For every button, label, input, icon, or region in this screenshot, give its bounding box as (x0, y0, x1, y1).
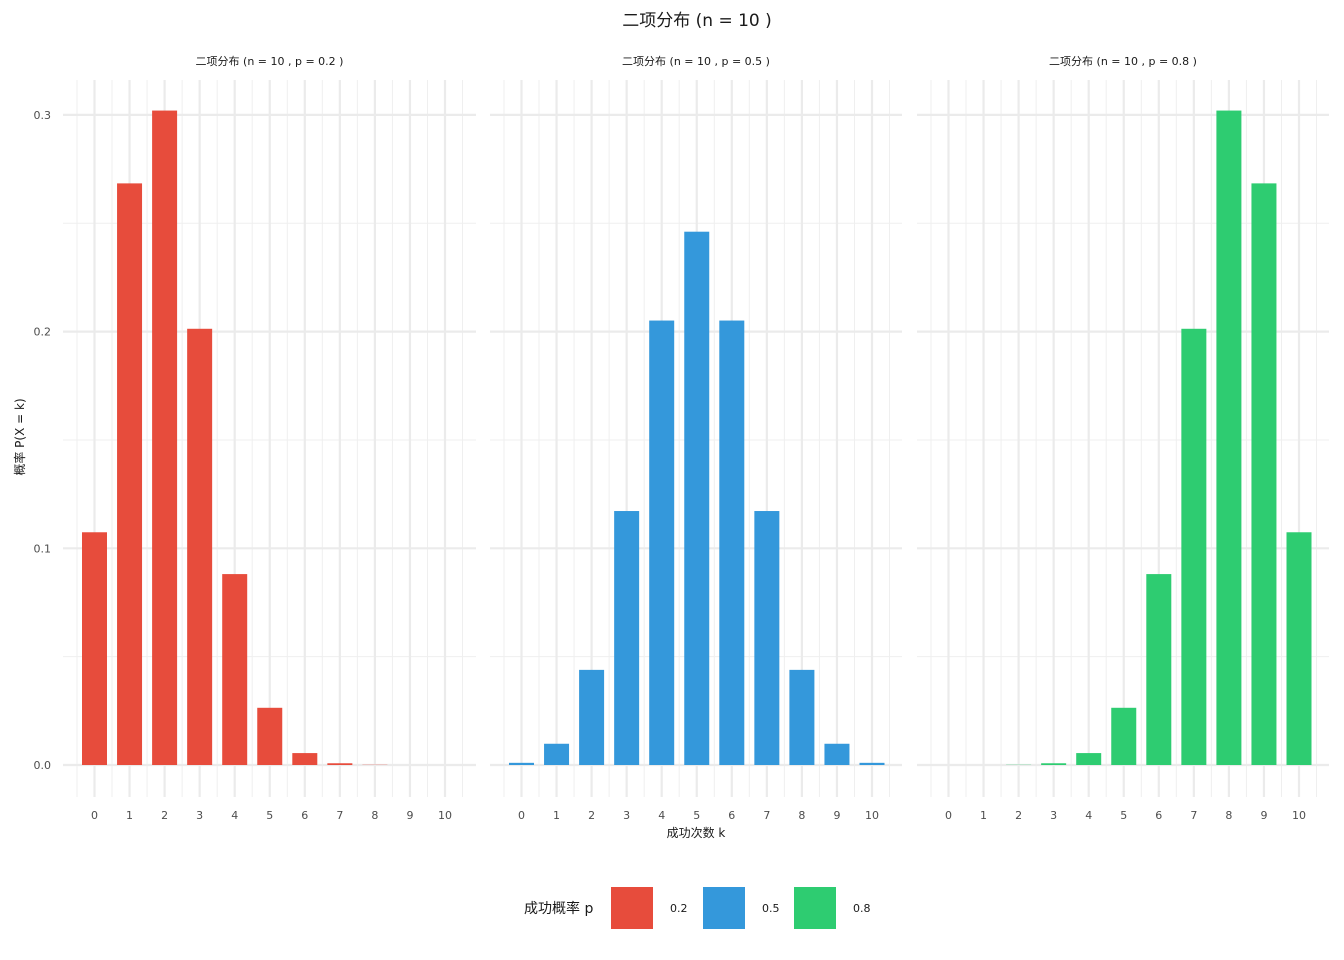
x-tick-label: 7 (336, 809, 343, 822)
bar (327, 763, 353, 765)
bar (1251, 183, 1277, 765)
bar (824, 743, 850, 765)
bar (257, 707, 283, 765)
facet-panel: 二项分布 (n = 10 , p = 0.8 ) 0 1 2 3 4 5 6 7 8 9 10 (917, 55, 1329, 822)
x-tick-label: 7 (1190, 809, 1197, 822)
facet-panel: 二项分布 (n = 10 , p = 0.2 ) 0 1 2 3 4 5 6 7 8 9 10 0.0 0… (34, 55, 476, 822)
facet-title: 二项分布 (n = 10 , p = 0.8 ) (1049, 55, 1197, 68)
facet-title: 二项分布 (n = 10 , p = 0.5 ) (622, 55, 770, 68)
x-tick-label: 5 (693, 809, 700, 822)
bar (684, 231, 710, 765)
y-axis-title: 概率 P(X = k) (12, 398, 27, 475)
x-tick-label: 10 (1292, 809, 1306, 822)
bar (509, 762, 534, 765)
bar (789, 669, 815, 765)
bar (292, 753, 318, 765)
x-tick-label: 0 (945, 809, 952, 822)
x-tick-label: 0 (91, 809, 98, 822)
legend-title: 成功概率 p (524, 900, 593, 917)
x-tick-label: 3 (623, 809, 630, 822)
legend-key (611, 887, 653, 929)
facet-panel: 二项分布 (n = 10 , p = 0.5 ) 0 1 2 3 4 5 6 7 8 9 10 (490, 55, 902, 822)
x-tick-label: 2 (1015, 809, 1022, 822)
bar (649, 320, 675, 765)
x-tick-label: 8 (1225, 809, 1232, 822)
bar (1216, 110, 1242, 766)
legend-label: 0.8 (853, 902, 871, 915)
bar (754, 511, 780, 765)
x-tick-label: 1 (126, 809, 133, 822)
x-tick-label: 0 (518, 809, 525, 822)
x-tick-label: 9 (833, 809, 840, 822)
legend-item: 0.2 (611, 887, 688, 929)
bar (1181, 328, 1207, 765)
bar (82, 532, 107, 765)
x-tick-label: 6 (728, 809, 735, 822)
chart-title: 二项分布 (n = 10 ) (622, 11, 772, 31)
bar (1146, 574, 1172, 765)
bar (719, 320, 745, 765)
bar (222, 574, 248, 765)
bar (1286, 532, 1312, 765)
bar (614, 511, 640, 765)
bar (859, 762, 885, 765)
x-tick-label: 5 (266, 809, 273, 822)
legend-item: 0.5 (703, 887, 780, 929)
x-tick-label: 3 (1050, 809, 1057, 822)
bar (1076, 753, 1102, 765)
legend-label: 0.5 (762, 902, 780, 915)
x-tick-label: 9 (1260, 809, 1267, 822)
x-tick-label: 6 (301, 809, 308, 822)
y-tick-label: 0.3 (34, 109, 52, 122)
bar (1111, 707, 1137, 765)
bar (117, 183, 143, 765)
x-tick-label: 6 (1155, 809, 1162, 822)
x-tick-label: 3 (196, 809, 203, 822)
x-tick-label: 1 (980, 809, 987, 822)
x-tick-label: 2 (588, 809, 595, 822)
x-tick-label: 2 (161, 809, 168, 822)
x-tick-label: 4 (1085, 809, 1092, 822)
y-tick-label: 0.0 (34, 759, 52, 772)
legend-key (794, 887, 836, 929)
x-tick-label: 4 (231, 809, 238, 822)
legend-key (703, 887, 745, 929)
y-tick-label: 0.1 (34, 542, 52, 555)
facet-title: 二项分布 (n = 10 , p = 0.2 ) (196, 55, 344, 68)
bar (579, 669, 605, 765)
bar (152, 110, 178, 766)
bar (1041, 763, 1067, 765)
legend-item: 0.8 (794, 887, 871, 929)
facet-panels: 二项分布 (n = 10 , p = 0.2 )0 1 2 3 4 5 6 7 8 9 100.00… (34, 55, 1329, 822)
legend-label: 0.2 (670, 902, 688, 915)
x-tick-label: 5 (1120, 809, 1127, 822)
y-tick-label: 0.2 (34, 326, 52, 339)
x-tick-label: 10 (438, 809, 452, 822)
x-tick-label: 9 (406, 809, 413, 822)
x-tick-label: 4 (658, 809, 665, 822)
bar (187, 328, 213, 765)
x-axis-title: 成功次数 k (667, 825, 726, 840)
x-tick-label: 10 (865, 809, 879, 822)
legend: 成功概率 p 0.2 0.5 0.8 (524, 887, 871, 929)
x-tick-label: 8 (371, 809, 378, 822)
x-tick-label: 7 (763, 809, 770, 822)
x-tick-label: 8 (798, 809, 805, 822)
x-tick-label: 1 (553, 809, 560, 822)
bar (544, 743, 570, 765)
